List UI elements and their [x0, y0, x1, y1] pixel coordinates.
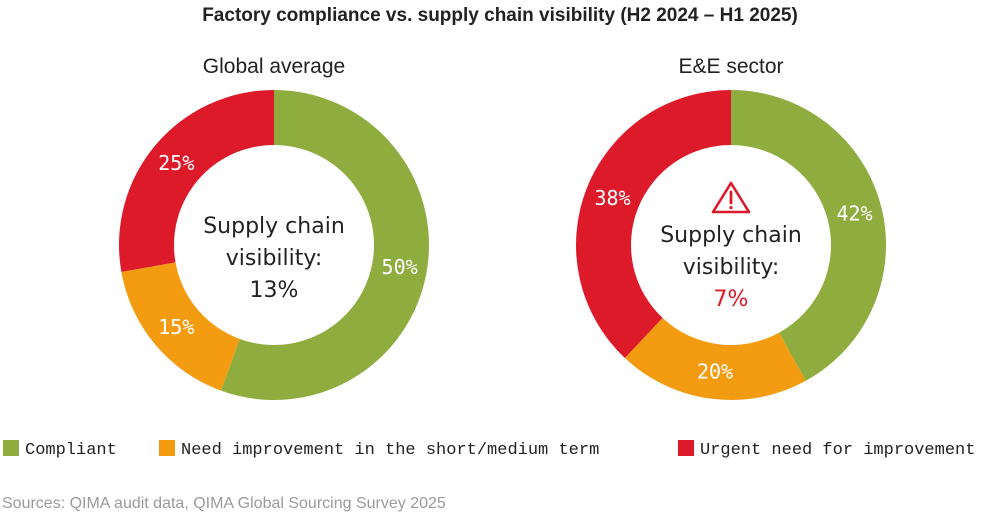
ee-slice-urgent: [576, 90, 731, 358]
legend-swatch-urgent: [678, 440, 694, 456]
ee-sector-subtitle: E&E sector: [678, 55, 783, 78]
ee-sector-donut: 42% 20% 38%: [576, 90, 886, 400]
ee-center-line-1: Supply chain: [660, 223, 802, 248]
warning-icon: [711, 181, 751, 214]
ee-label-need-improvement: 20%: [697, 360, 733, 384]
legend-swatch-compliant: [3, 440, 19, 456]
legend-swatch-need-improvement: [159, 440, 175, 456]
legend-label-compliant: Compliant: [25, 441, 117, 460]
global-center-line-2: visibility:: [226, 246, 322, 271]
ee-slice-need-improvement: [624, 317, 806, 400]
ee-center-line-2: visibility:: [683, 255, 779, 280]
global-slice-urgent: [118, 90, 274, 272]
global-slice-compliant: [220, 90, 430, 400]
ee-label-urgent: 38%: [594, 186, 630, 210]
chart-title: Factory compliance vs. supply chain visi…: [202, 5, 798, 26]
global-slice-need-improvement: [121, 262, 240, 391]
legend-label-urgent: Urgent need for improvement: [700, 441, 975, 460]
ee-slice-compliant: [731, 90, 886, 381]
ee-center-value: 7%: [714, 287, 749, 312]
legend: Compliant Need improvement in the short/…: [3, 440, 975, 460]
source-note: Sources: QIMA audit data, QIMA Global So…: [2, 495, 446, 512]
global-center-value: 13%: [250, 278, 299, 303]
global-label-need-improvement: 15%: [158, 315, 194, 339]
global-average-donut: 50% 15% 25%: [118, 90, 430, 400]
global-center-line-1: Supply chain: [203, 214, 345, 239]
legend-label-need-improvement: Need improvement in the short/medium ter…: [181, 441, 599, 460]
ee-label-compliant: 42%: [836, 201, 872, 225]
global-label-compliant: 50%: [382, 255, 418, 279]
global-average-subtitle: Global average: [203, 55, 345, 78]
global-label-urgent: 25%: [158, 151, 194, 175]
